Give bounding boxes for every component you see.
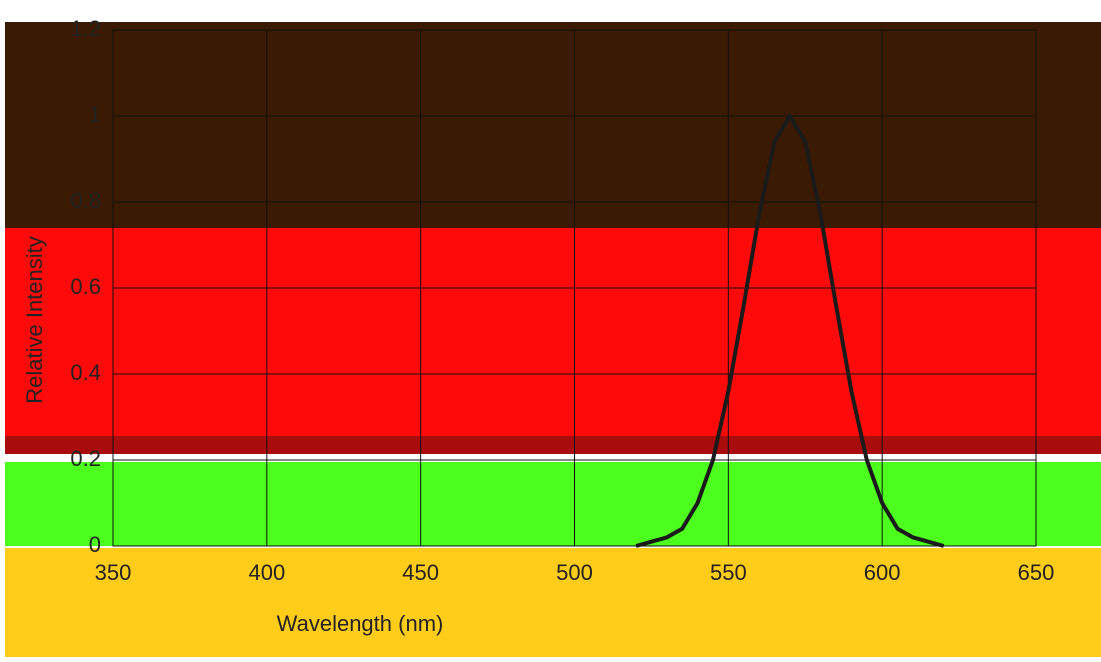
x-tick-label: 550: [710, 560, 747, 585]
y-tick-label: 0.8: [70, 188, 101, 213]
band-green: [5, 462, 1101, 546]
band-yellow: [5, 548, 1101, 657]
x-tick-label: 500: [556, 560, 593, 585]
x-tick-label: 400: [248, 560, 285, 585]
plot-frame: [112, 29, 1037, 547]
series-line: [635, 112, 945, 548]
y-tick-label: 1.2: [70, 16, 101, 41]
y-tick-label: 0.6: [70, 274, 101, 299]
y-axis-label: Relative Intensity: [22, 236, 47, 404]
x-tick-label: 450: [402, 560, 439, 585]
y-tick-label: 0.2: [70, 446, 101, 471]
band-darkred: [5, 436, 1101, 454]
y-tick-label: 1: [89, 102, 101, 127]
x-tick-label: 600: [864, 560, 901, 585]
y-tick-label: 0.4: [70, 360, 101, 385]
x-tick-label: 650: [1018, 560, 1055, 585]
x-axis-label: Wavelength (nm): [277, 611, 444, 636]
y-tick-label: 0: [89, 532, 101, 557]
band-red: [5, 228, 1101, 440]
band-brown: [5, 22, 1101, 228]
x-tick-label: 350: [95, 560, 132, 585]
